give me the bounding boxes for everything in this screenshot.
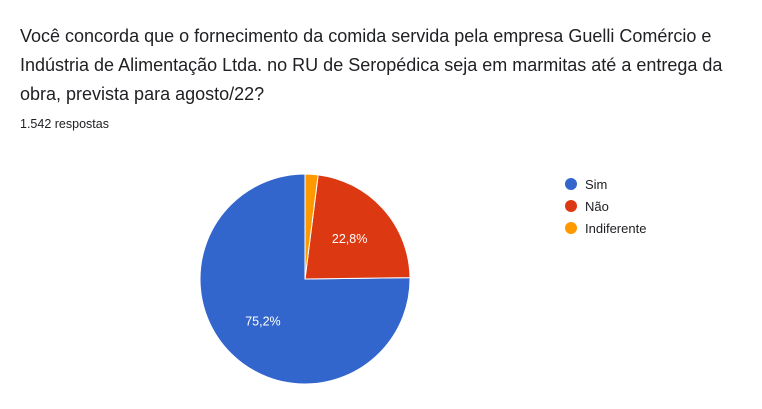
legend-swatch-icon <box>565 178 577 190</box>
legend-label: Sim <box>585 176 608 192</box>
pie-label-sim: 75,2% <box>245 315 280 329</box>
response-count: 1.542 respostas <box>20 117 109 131</box>
chart-legend: Sim Não Indiferente <box>565 173 646 239</box>
legend-item-indiferente[interactable]: Indiferente <box>565 217 646 239</box>
legend-swatch-icon <box>565 222 577 234</box>
legend-label: Indiferente <box>585 220 647 236</box>
pie-slice-indiferente[interactable] <box>304 173 319 280</box>
legend-item-no[interactable]: Não <box>565 195 646 217</box>
legend-label: Não <box>585 198 609 214</box>
pie-slice-no[interactable] <box>304 174 411 280</box>
pie-slice-sim[interactable] <box>199 173 411 385</box>
legend-swatch-icon <box>565 200 577 212</box>
legend-item-sim[interactable]: Sim <box>565 173 646 195</box>
question-title: Você concorda que o fornecimento da comi… <box>20 26 723 104</box>
pie-label-no: 22,8% <box>332 232 367 246</box>
